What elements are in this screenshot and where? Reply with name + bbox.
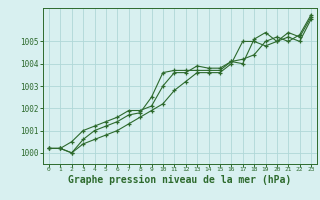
X-axis label: Graphe pression niveau de la mer (hPa): Graphe pression niveau de la mer (hPa): [68, 175, 292, 185]
